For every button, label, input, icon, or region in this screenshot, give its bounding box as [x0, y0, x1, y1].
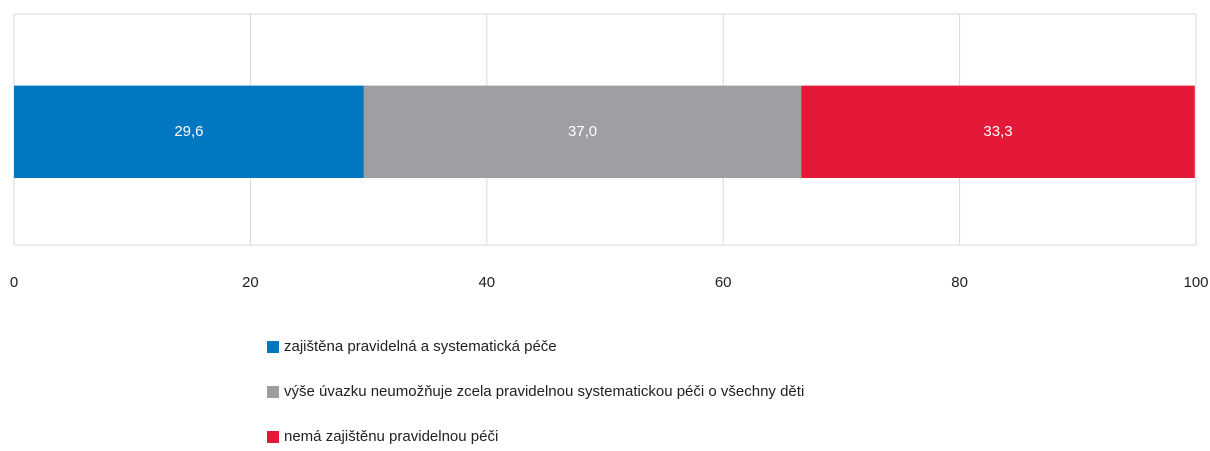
legend-label: výše úvazku neumožňuje zcela pravidelnou…	[284, 383, 804, 400]
x-tick-label: 0	[10, 274, 18, 291]
legend-label: nemá zajištěnu pravidelnou péči	[284, 428, 498, 445]
legend-label: zajištěna pravidelná a systematická péče	[284, 338, 557, 355]
legend-swatch	[267, 431, 279, 443]
x-tick-label: 60	[715, 274, 732, 291]
bar-segment	[14, 85, 364, 179]
bar-segment	[363, 85, 802, 179]
x-tick-label: 100	[1183, 274, 1208, 291]
data-label: 33,3	[983, 123, 1012, 140]
x-tick-label: 40	[478, 274, 495, 291]
legend-swatch	[267, 386, 279, 398]
data-label: 37,0	[568, 123, 597, 140]
legend-swatch	[267, 341, 279, 353]
data-label: 29,6	[174, 123, 203, 140]
bar-segment	[801, 85, 1195, 179]
x-tick-label: 80	[951, 274, 968, 291]
x-tick-label: 20	[242, 274, 259, 291]
